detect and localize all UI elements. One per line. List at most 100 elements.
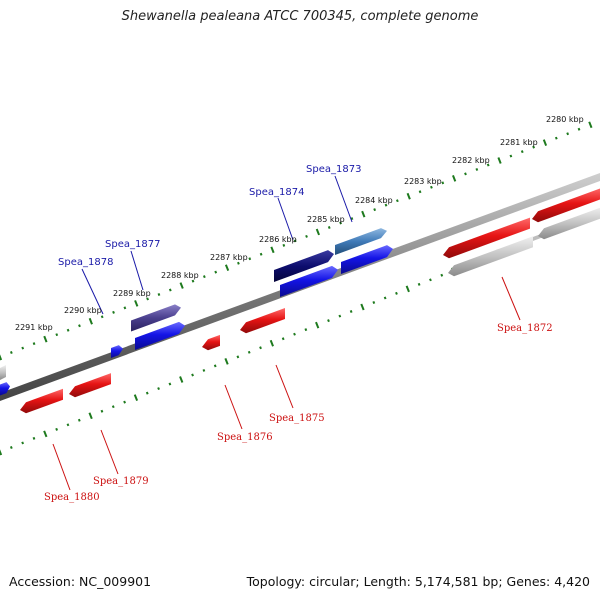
gene-label-spea-1877[interactable]: Spea_1877 xyxy=(105,239,160,250)
leader-spea-1875 xyxy=(275,364,294,409)
ruler-tick xyxy=(134,300,139,307)
ruler-tick xyxy=(405,285,410,293)
ruler-tick xyxy=(237,261,240,265)
ruler-tick xyxy=(270,246,275,254)
gene-label-spea-1873[interactable]: Spea_1873 xyxy=(306,164,361,175)
ruler-tick xyxy=(55,427,59,431)
leader-spea-1878 xyxy=(81,268,104,315)
ruler-tick xyxy=(532,145,535,149)
ruler-tick xyxy=(157,292,161,296)
gene-spea-1872 xyxy=(443,217,530,259)
ruler-tick xyxy=(452,175,457,182)
ruler-tick xyxy=(78,324,81,328)
ruler-tick xyxy=(315,228,320,236)
ruler-tick xyxy=(247,350,251,354)
accession-text: Accession: NC_009901 xyxy=(9,574,152,589)
ruler-tick xyxy=(9,351,13,355)
ruler-label: 2282 kbp xyxy=(452,156,490,165)
ruler-outer-track xyxy=(0,121,593,361)
ruler-tick xyxy=(360,303,365,311)
ruler-tick xyxy=(395,291,398,295)
ruler-tick xyxy=(395,199,399,203)
gene-features xyxy=(0,188,600,414)
ruler-label: 2285 kbp xyxy=(307,215,345,224)
ruler-label: 2280 kbp xyxy=(546,115,584,124)
gene-label-group-bottom: Spea_1872 Spea_1875 Spea_1876 Spea_1879 … xyxy=(44,323,553,503)
ruler-tick xyxy=(88,317,93,325)
gene-label-spea-1875[interactable]: Spea_1875 xyxy=(269,413,325,424)
gene-spea-1874 xyxy=(274,250,334,282)
ruler-tick xyxy=(417,282,421,286)
ruler-tick xyxy=(430,185,433,189)
gene-edge-red xyxy=(532,188,600,223)
ruler-tick xyxy=(464,172,467,176)
ruler-tick xyxy=(315,321,320,329)
gene-spea-1877 xyxy=(131,304,181,332)
gene-spea-1872-pseudo xyxy=(448,236,533,277)
ruler-tick xyxy=(441,181,445,185)
ruler-label: 2291 kbp xyxy=(15,323,53,332)
ruler-tick xyxy=(542,139,548,146)
leader-spea-1877 xyxy=(130,250,144,291)
ruler-tick xyxy=(43,430,48,438)
ruler-tick xyxy=(66,423,70,427)
ruler-tick xyxy=(373,208,377,212)
leader-spea-1880 xyxy=(52,443,71,491)
ruler-label: 2290 kbp xyxy=(64,306,102,315)
ruler-tick xyxy=(372,300,376,304)
ruler-label: 2286 kbp xyxy=(259,235,297,244)
gene-spea-1879 xyxy=(69,373,111,398)
ruler-tick xyxy=(0,449,3,456)
gene-label-spea-1872[interactable]: Spea_1872 xyxy=(497,323,553,334)
gene-label-spea-1874[interactable]: Spea_1874 xyxy=(249,187,304,198)
gene-spea-1874-cds xyxy=(280,265,338,297)
ruler-tick xyxy=(269,339,274,347)
track-layer xyxy=(0,121,600,491)
ruler-tick xyxy=(55,333,59,337)
gene-spea-1873-cds xyxy=(341,245,393,274)
ruler-tick xyxy=(429,278,432,282)
ruler-tick xyxy=(146,297,149,301)
ruler-tick xyxy=(350,217,354,221)
ruler-tick xyxy=(77,418,81,422)
gene-spea-1875 xyxy=(240,307,285,334)
ruler-label: 2289 kbp xyxy=(113,289,151,298)
ruler-tick xyxy=(213,364,217,368)
ruler-tick xyxy=(133,394,139,401)
gene-label-spea-1876[interactable]: Spea_1876 xyxy=(217,432,273,443)
gene-edge-gray xyxy=(0,365,6,380)
ruler-tick xyxy=(304,328,308,332)
ruler-tick xyxy=(418,190,422,194)
ruler-tick xyxy=(88,412,93,420)
ruler-tick xyxy=(145,391,149,395)
ruler-tick xyxy=(486,163,490,167)
ruler-tick xyxy=(179,376,184,383)
ruler-tick xyxy=(202,368,206,372)
genome-summary-text: Topology: circular; Length: 5,174,581 bp… xyxy=(246,574,590,589)
ruler-tick xyxy=(281,337,285,341)
ruler-label-group: 2280 kbp 2281 kbp 2282 kbp 2283 kbp 2284… xyxy=(15,115,584,332)
ruler-tick xyxy=(282,243,286,247)
ruler-tick xyxy=(123,400,126,404)
ruler-tick xyxy=(157,387,160,391)
ruler-tick xyxy=(9,445,13,449)
ruler-tick xyxy=(66,328,70,332)
leader-spea-1879 xyxy=(100,429,119,475)
ruler-tick xyxy=(191,279,195,283)
gene-edge xyxy=(0,382,10,396)
gene-label-spea-1878[interactable]: Spea_1878 xyxy=(58,257,113,268)
ruler-tick xyxy=(21,441,25,445)
ruler-tick xyxy=(32,342,36,346)
gene-label-spea-1880[interactable]: Spea_1880 xyxy=(44,492,100,503)
ruler-tick xyxy=(112,310,115,314)
ruler-tick xyxy=(440,273,444,277)
ruler-tick xyxy=(224,264,230,272)
ruler-tick xyxy=(168,382,172,386)
gene-label-spea-1879[interactable]: Spea_1879 xyxy=(93,476,149,487)
ruler-tick xyxy=(32,436,36,440)
ruler-label: 2287 kbp xyxy=(210,253,248,262)
ruler-tick xyxy=(224,358,229,365)
leader-spea-1874 xyxy=(277,197,294,241)
map-title: Shewanella pealeana ATCC 700345, complet… xyxy=(121,9,479,24)
ruler-tick xyxy=(520,150,524,154)
